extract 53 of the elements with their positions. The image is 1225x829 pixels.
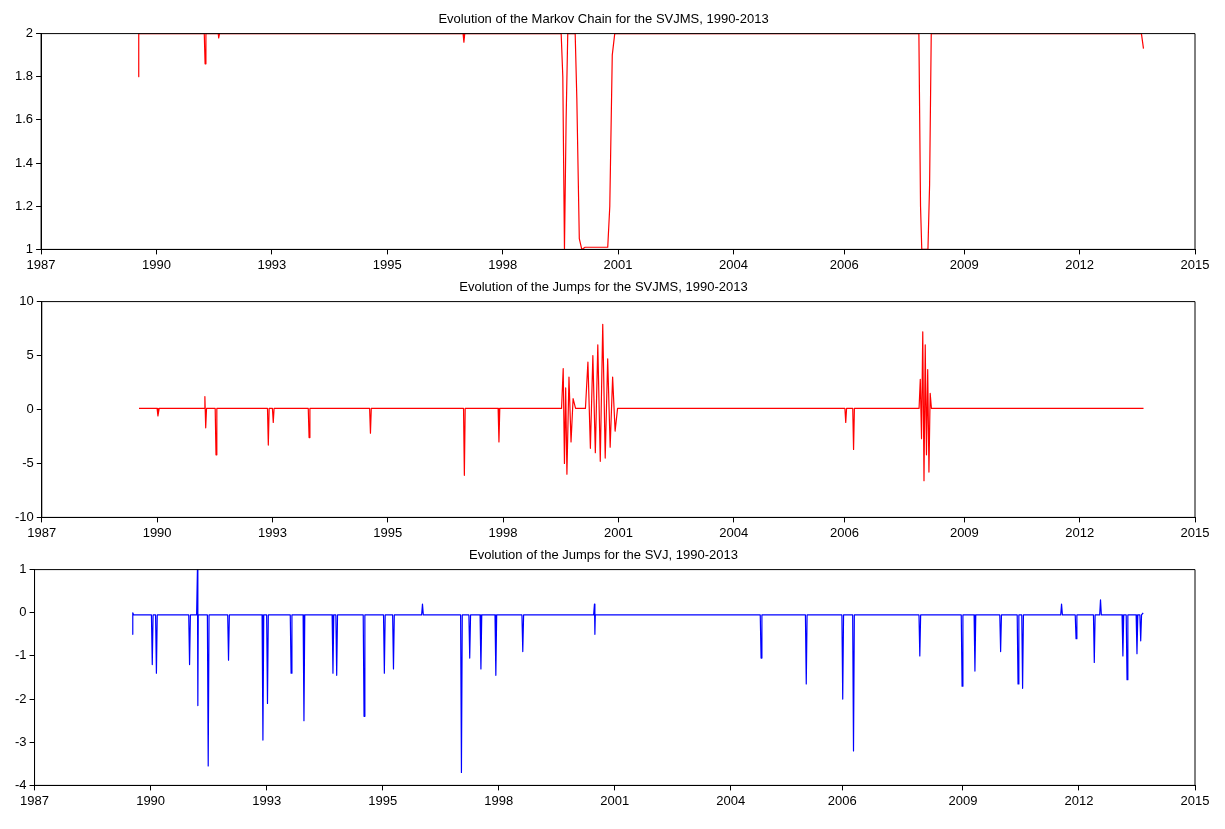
x-tick-label: 1995 [372,256,402,272]
x-tick-label: 2009 [949,524,979,540]
x-tick-label: 2001 [603,524,633,540]
x-tick-label: 2006 [829,256,859,272]
y-tick-label: 2 [25,25,34,41]
x-tick-label: 1998 [484,792,514,808]
x-tick-label: 1987 [20,792,50,808]
y-tick-label: -2 [15,690,27,706]
x-tick-label: 1995 [368,792,398,808]
x-tick-label: 2015 [1180,524,1210,540]
chart-title: Evolution of the Markov Chain for the SVJMS, 1990-2013 [438,11,769,27]
y-tick-label: 5 [26,347,34,363]
x-tick-label: 1990 [136,792,166,808]
x-tick-label: 2001 [600,792,630,808]
x-tick-label: 1998 [488,256,518,272]
x-tick-label: 2015 [1180,256,1210,272]
y-tick-label: 1.6 [14,111,34,127]
y-tick-label: 0 [26,401,34,417]
x-tick-label: 1993 [257,524,287,540]
x-tick-label: 2001 [603,256,633,272]
y-tick-label: -5 [22,455,34,471]
x-tick-label: 2009 [949,256,979,272]
x-tick-label: 1995 [373,524,403,540]
x-tick-label: 1990 [142,256,171,272]
x-tick-label: 2012 [1065,256,1095,272]
chart-title: Evolution of the Jumps for the SVJMS, 1990-2013 [459,279,748,295]
x-tick-label: 2006 [827,792,857,808]
y-tick-label: 0 [19,604,27,620]
x-tick-label: 2006 [830,524,859,540]
y-tick-label: -3 [15,733,27,749]
x-tick-label: 2012 [1065,524,1095,540]
y-tick-label: 1.8 [14,68,34,84]
x-tick-label: 2015 [1180,792,1210,808]
y-tick-label: 1 [25,240,34,256]
x-tick-label: 1987 [26,256,56,272]
x-tick-label: 2004 [716,792,746,808]
x-tick-label: 1998 [488,524,518,540]
x-tick-label: 1987 [27,524,57,540]
x-tick-label: 1993 [252,792,282,808]
x-tick-label: 2004 [719,524,749,540]
x-tick-label: 2009 [948,792,978,808]
x-tick-label: 2012 [1064,792,1094,808]
y-tick-label: -1 [15,647,27,663]
x-tick-label: 1993 [257,256,287,272]
y-tick-label: -4 [15,776,27,792]
y-tick-label: 1.2 [14,197,34,213]
y-tick-label: 1 [19,561,27,577]
y-tick-label: 1.4 [14,154,34,170]
y-tick-label: -10 [14,508,34,524]
chart-title: Evolution of the Jumps for the SVJ, 1990-2013 [469,547,738,563]
x-tick-label: 1990 [142,524,172,540]
x-tick-label: 2004 [718,256,748,272]
y-tick-label: 10 [19,293,34,309]
